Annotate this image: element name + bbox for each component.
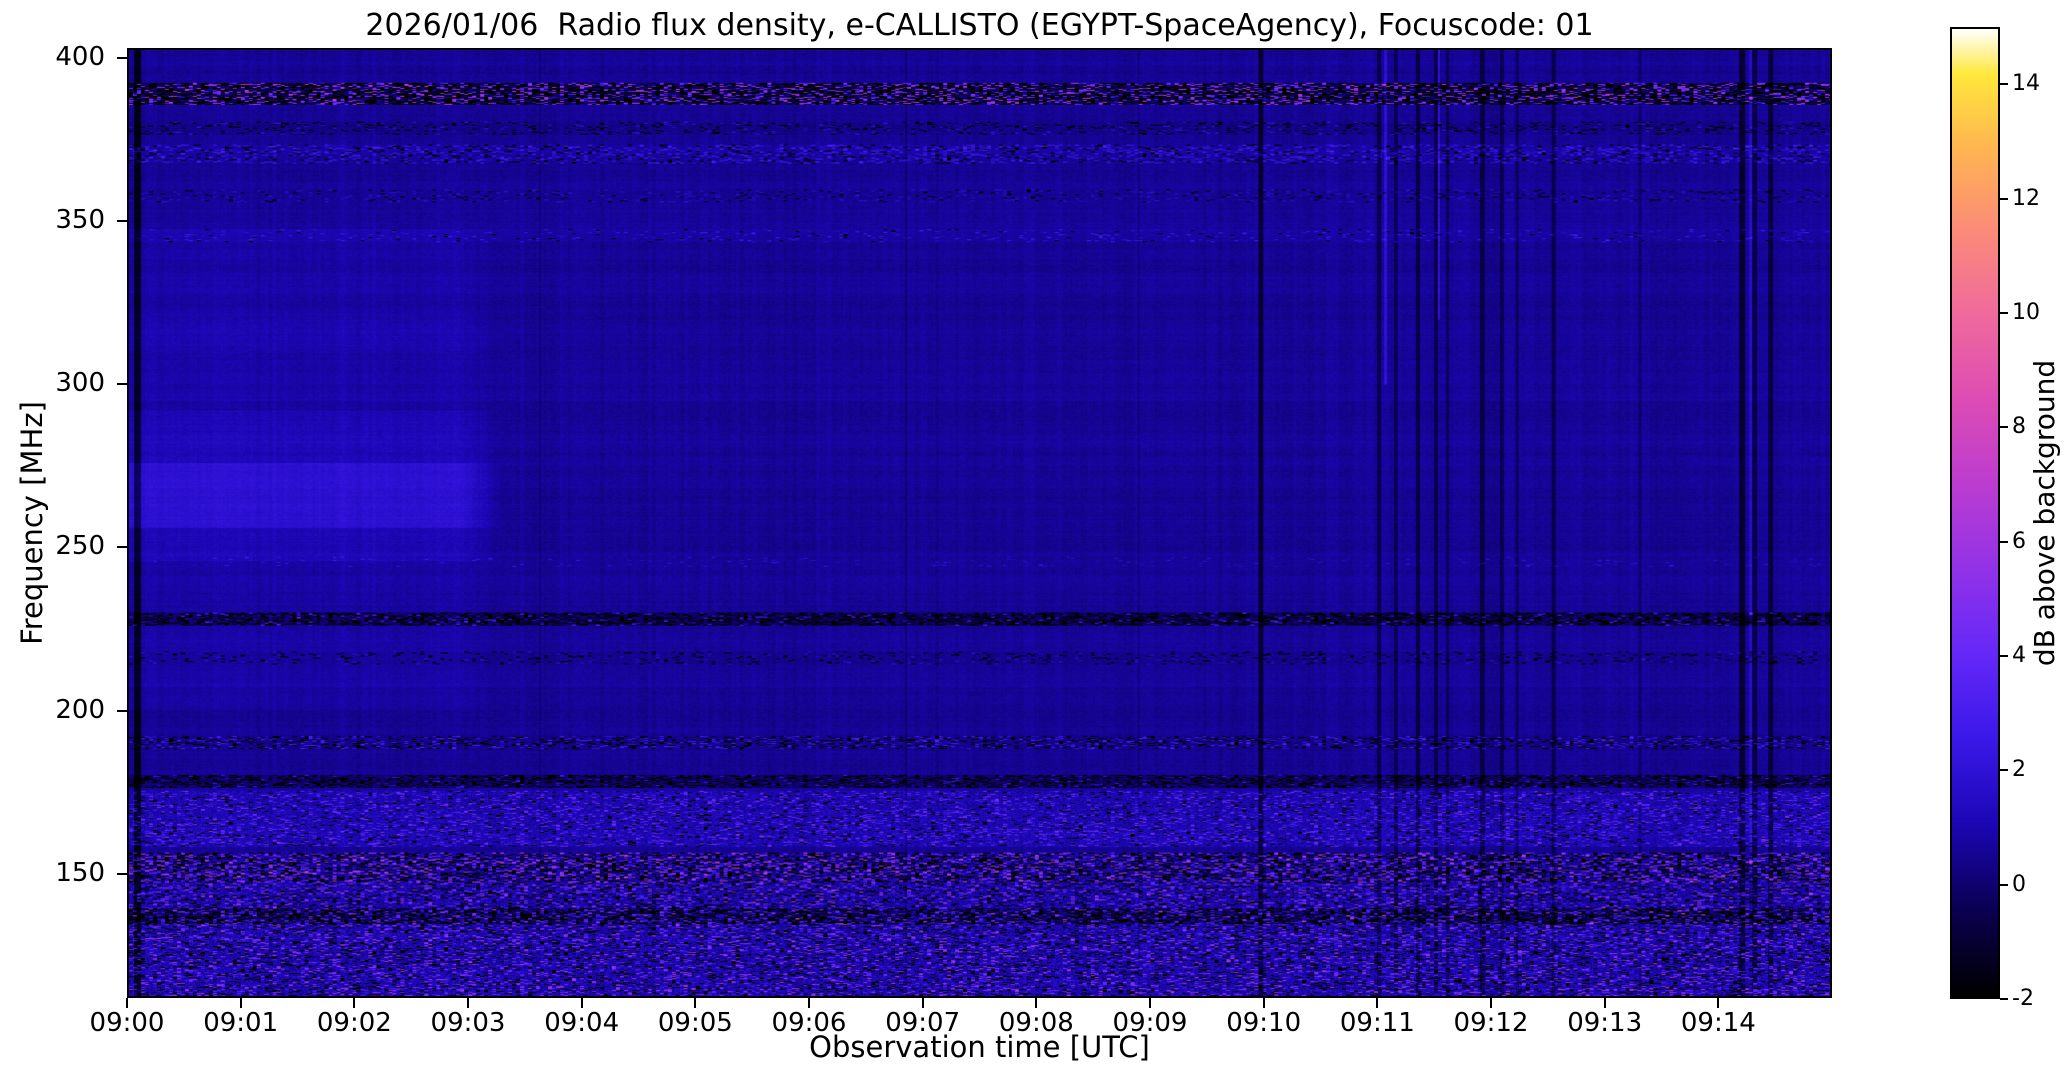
y-tick-label: 350 <box>55 205 105 236</box>
x-tick-mark <box>1149 998 1151 1008</box>
plot-area <box>127 48 1832 998</box>
spectrogram-canvas <box>129 50 1830 996</box>
x-tick-label: 09:00 <box>89 1008 165 1038</box>
colorbar-label: dB above background <box>2028 359 2061 667</box>
x-tick-label: 09:12 <box>1453 1008 1529 1038</box>
x-tick-mark <box>239 998 242 1008</box>
x-tick-label: 09:14 <box>1680 1008 1756 1038</box>
x-tick-mark <box>1603 998 1606 1008</box>
colorbar-tick-label: 14 <box>2012 71 2040 97</box>
y-axis-ticks: 400 350 300 250 200 150 <box>0 42 127 998</box>
x-tick-mark <box>467 998 469 1008</box>
colorbar-tick-label: 10 <box>2012 299 2040 325</box>
colorbar-tick-mark <box>2000 654 2008 657</box>
x-tick-label: 09:03 <box>430 1008 506 1038</box>
y-tick-label: 400 <box>55 41 105 72</box>
x-tick-label: 09:09 <box>1112 1008 1188 1038</box>
y-tick-mark <box>117 709 127 712</box>
x-tick-label: 09:04 <box>544 1008 620 1038</box>
x-tick-mark <box>1376 998 1379 1008</box>
x-tick-label: 09:08 <box>998 1008 1074 1038</box>
x-tick-mark <box>353 998 356 1008</box>
x-tick-mark <box>808 998 810 1008</box>
x-tick-label: 09:06 <box>771 1008 847 1038</box>
x-tick-label: 09:05 <box>657 1008 733 1038</box>
colorbar-tick-label: 2 <box>2012 757 2026 783</box>
colorbar-tick-label: 0 <box>2012 871 2026 897</box>
y-tick-mark <box>117 546 127 549</box>
x-tick-mark <box>1490 998 1492 1008</box>
colorbar-tick-label: 8 <box>2012 414 2026 440</box>
x-tick-mark <box>921 998 924 1008</box>
y-tick-mark <box>117 56 127 59</box>
x-tick-mark <box>1035 998 1038 1008</box>
y-tick-mark <box>117 872 127 875</box>
x-axis-label: Observation time [UTC] <box>809 1030 1150 1064</box>
x-tick-label: 09:02 <box>316 1008 392 1038</box>
y-tick-label: 150 <box>55 857 105 888</box>
colorbar-tick-mark <box>2000 426 2008 429</box>
x-tick-label: 09:11 <box>1339 1008 1415 1038</box>
colorbar-tick-mark <box>2000 197 2008 200</box>
colorbar-tick-mark <box>2000 769 2008 772</box>
x-axis-ticks: 09:00 09:01 09:02 09:03 09:04 09:05 09:06 09:07… <box>90 998 1832 1044</box>
colorbar-tick-label: 6 <box>2012 528 2026 554</box>
colorbar-tick-mark <box>2000 883 2008 886</box>
colorbar-tick-mark <box>2000 311 2008 314</box>
colorbar-gradient <box>1952 29 1998 997</box>
x-tick-mark <box>1717 998 1720 1008</box>
x-tick-label: 09:10 <box>1226 1008 1302 1038</box>
x-tick-label: 09:01 <box>203 1008 279 1038</box>
colorbar-tick-label: 4 <box>2012 642 2026 668</box>
y-tick-label: 200 <box>55 694 105 725</box>
colorbar-ticks: -2 0 2 4 6 8 10 12 14 <box>2000 27 2066 1011</box>
colorbar-tick-label: -2 <box>2012 986 2034 1011</box>
chart-title: 2026/01/06 Radio flux density, e-CALLIST… <box>365 8 1594 43</box>
colorbar-tick-mark <box>2000 540 2008 543</box>
x-tick-mark <box>126 998 128 1008</box>
y-tick-label: 250 <box>55 531 105 562</box>
colorbar-tick-mark <box>2000 998 2008 1000</box>
y-tick-label: 300 <box>55 368 105 399</box>
y-tick-mark <box>117 383 127 386</box>
colorbar-tick-label: 12 <box>2012 185 2040 211</box>
x-tick-label: 09:13 <box>1567 1008 1643 1038</box>
x-tick-label: 09:07 <box>885 1008 961 1038</box>
y-tick-mark <box>117 220 127 223</box>
x-tick-mark <box>694 998 697 1008</box>
colorbar-tick-mark <box>2000 83 2008 86</box>
x-tick-mark <box>580 998 583 1008</box>
colorbar <box>1950 27 2000 999</box>
x-tick-mark <box>1262 998 1265 1008</box>
